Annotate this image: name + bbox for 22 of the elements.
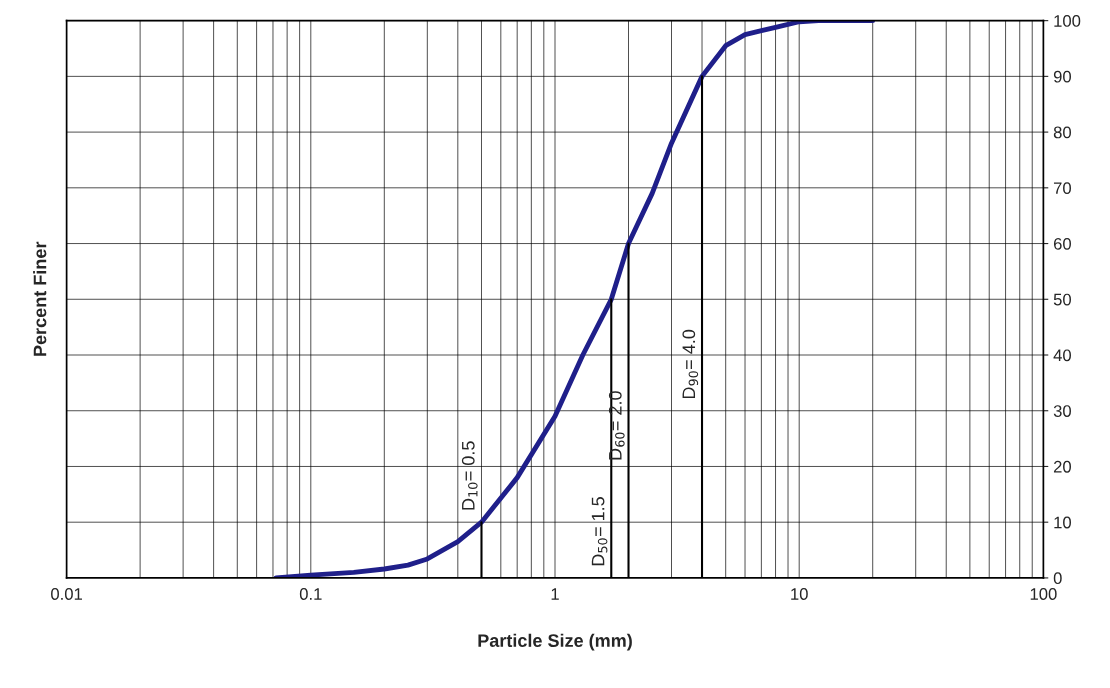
annotation: D$_{10}$= 0.5	[461, 441, 478, 510]
x-tick-label: 100	[1030, 588, 1057, 600]
y-tick-label: 30	[1053, 405, 1072, 417]
y-tick-label: 80	[1053, 126, 1072, 139]
y-tick-label: 10	[1054, 516, 1072, 529]
x-axis-title: Particle Size (mm)	[478, 633, 632, 651]
x-tick-label: 1	[551, 588, 559, 600]
y-tick-label: 70	[1053, 182, 1072, 195]
annotation: D$_{60}$= 2.0	[608, 391, 625, 460]
y-axis-title: Percent Finer	[33, 241, 47, 356]
annotation: D$_{90}$= 4.0	[682, 329, 699, 399]
y-tick-label: 90	[1053, 70, 1072, 83]
x-tick-label: 0.1	[299, 588, 322, 600]
annotation: D$_{50}$= 1.5	[591, 497, 608, 566]
y-tick-label: 60	[1053, 237, 1072, 250]
y-tick-label: 20	[1053, 460, 1072, 473]
x-tick-label: 10	[791, 588, 808, 600]
y-tick-label: 40	[1053, 349, 1072, 362]
y-tick-label: 100	[1054, 15, 1081, 27]
y-tick-label: 0	[1053, 572, 1062, 585]
x-tick-label: 0.01	[51, 588, 83, 600]
y-tick-label: 50	[1053, 293, 1072, 306]
